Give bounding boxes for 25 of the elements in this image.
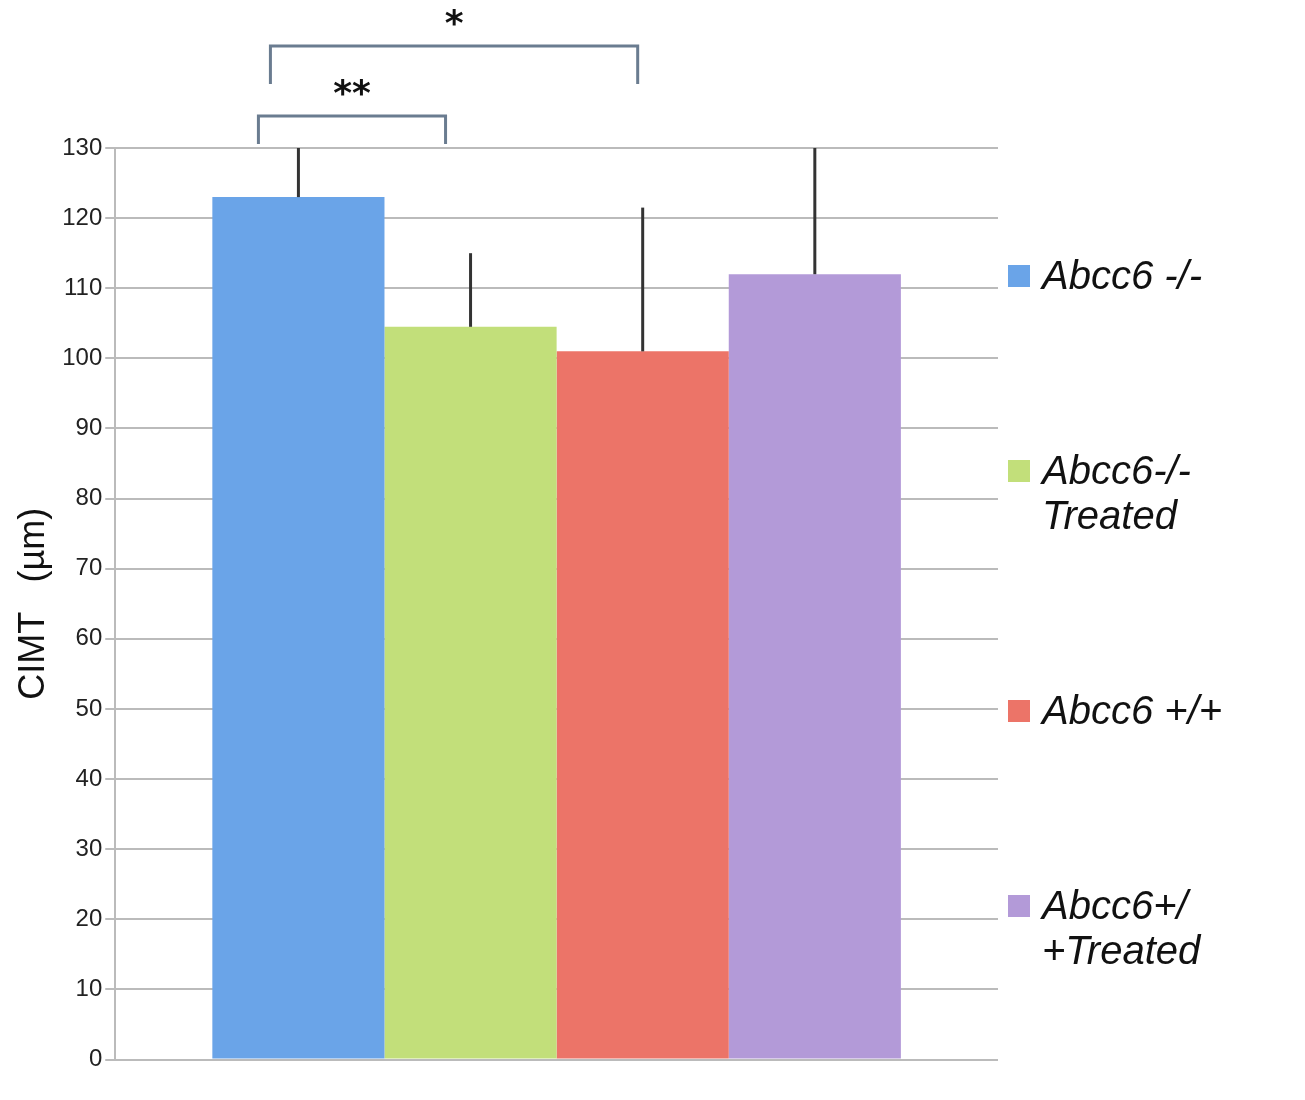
- y-axis-title: CIMT (µm): [10, 507, 52, 700]
- y-tick-label: 50: [75, 693, 103, 721]
- legend-label: Abcc6 -/-: [1042, 253, 1204, 298]
- bar: [556, 351, 729, 1059]
- legend-label: Abcc6-/- Treated: [1042, 448, 1192, 538]
- y-tick-label: 40: [75, 763, 103, 791]
- bar: [384, 326, 557, 1059]
- y-tick-label: 130: [62, 132, 103, 160]
- y-tick-label: 70: [75, 553, 103, 581]
- y-tick-label: 100: [62, 342, 103, 370]
- legend-label: Abcc6+/ +Treated: [1042, 883, 1203, 973]
- text: **: [333, 72, 371, 114]
- bar: [212, 197, 385, 1059]
- y-tick-label: 120: [62, 202, 103, 230]
- y-tick-label: 110: [63, 272, 103, 300]
- y-tick-label: 10: [75, 974, 103, 1002]
- bar: [728, 274, 901, 1059]
- text: *: [444, 2, 464, 44]
- legend-label: Abcc6 +/+: [1042, 688, 1224, 733]
- y-tick-label: 80: [75, 483, 103, 511]
- y-tick-label: 30: [75, 833, 103, 861]
- y-tick-label: 20: [75, 903, 103, 931]
- y-tick-label: 0: [88, 1044, 103, 1072]
- y-tick-label: 90: [75, 413, 103, 441]
- y-tick-label: 60: [75, 623, 103, 651]
